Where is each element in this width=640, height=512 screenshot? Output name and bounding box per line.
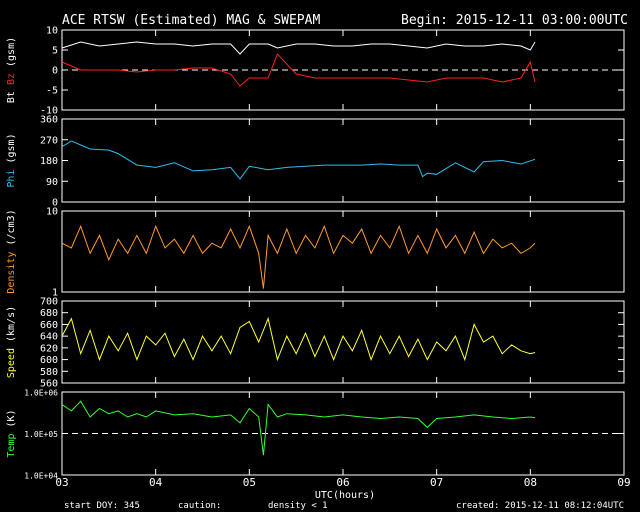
density-panel: 10 1 Density (/cm3): [6, 207, 625, 299]
y-tick-label: 270: [40, 135, 58, 146]
x-axis-label: UTC(hours): [315, 490, 375, 501]
density-series-line: [61, 224, 536, 289]
y-tick-label: 10: [46, 207, 58, 218]
temp-y-axis-label: Temp (K): [6, 409, 17, 457]
begin-time: Begin: 2015-12-11 03:00:00UTC: [401, 13, 628, 28]
y-tick-label: 360: [40, 115, 58, 126]
y-tick-label: 180: [40, 156, 58, 167]
speed-series-line: [61, 316, 536, 362]
y-tick-label: 680: [40, 308, 58, 319]
y-tick-label: 600: [40, 355, 58, 366]
density-caution-note: density < 1: [268, 501, 328, 511]
y-tick-label: 660: [40, 320, 58, 331]
y-tick-label: 1.0E+04: [24, 472, 58, 481]
y-tick-label: 5: [52, 46, 58, 57]
y-tick-label: 0: [52, 66, 58, 77]
y-tick-label: -10: [40, 106, 58, 117]
density-y-axis-label: Density (/cm3): [6, 209, 17, 293]
temp-panel: 1.0E+06 1.0E+05 1.0E+04 Temp (K): [6, 389, 625, 481]
caution-label: caution:: [178, 501, 221, 511]
phi-series-line: [61, 140, 536, 180]
x-tick-label: 05: [243, 476, 256, 489]
start-doy: start DOY: 345: [64, 501, 140, 511]
y-tick-label: 620: [40, 343, 58, 354]
x-tick-label: 07: [430, 476, 443, 489]
speed-y-axis-label: Speed (km/s): [6, 306, 17, 378]
y-tick-label: 1.0E+05: [24, 430, 58, 439]
x-tick-label: 08: [524, 476, 537, 489]
x-tick-label: 06: [336, 476, 349, 489]
chart-title: ACE RTSW (Estimated) MAG & SWEPAM: [62, 13, 320, 28]
y-tick-label: 640: [40, 332, 58, 343]
x-tick-label: 09: [617, 476, 630, 489]
phi-frame: [61, 118, 625, 203]
y-tick-label: -5: [46, 86, 58, 97]
y-tick-label: 580: [40, 367, 58, 378]
y-tick-label: 700: [40, 297, 58, 308]
x-tick-label: 03: [55, 476, 68, 489]
bt-bz-panel: 10 5 0 -5 -10 Bt Bz (gsm): [6, 26, 625, 117]
y-tick-label: 1.0E+06: [24, 389, 58, 398]
x-tick-label: 04: [149, 476, 163, 489]
density-frame: [61, 210, 625, 293]
bt-series-line: [61, 41, 536, 55]
temp-series-line: [61, 400, 536, 456]
bz-series-line: [61, 53, 536, 87]
y-tick-label: 1: [52, 288, 58, 299]
y-tick-label: 10: [46, 26, 58, 37]
created-time: created: 2015-12-11 08:12:04UTC: [456, 501, 624, 511]
bt-bz-y-axis-label: Bt Bz (gsm): [6, 37, 17, 103]
y-tick-label: 90: [46, 177, 58, 188]
speed-frame: [61, 300, 625, 384]
phi-panel: 360 270 180 90 0 Phi (gsm): [6, 115, 625, 209]
phi-y-axis-label: Phi (gsm): [6, 133, 17, 187]
y-tick-label: 560: [40, 379, 58, 390]
y-tick-label: 0: [52, 198, 58, 209]
